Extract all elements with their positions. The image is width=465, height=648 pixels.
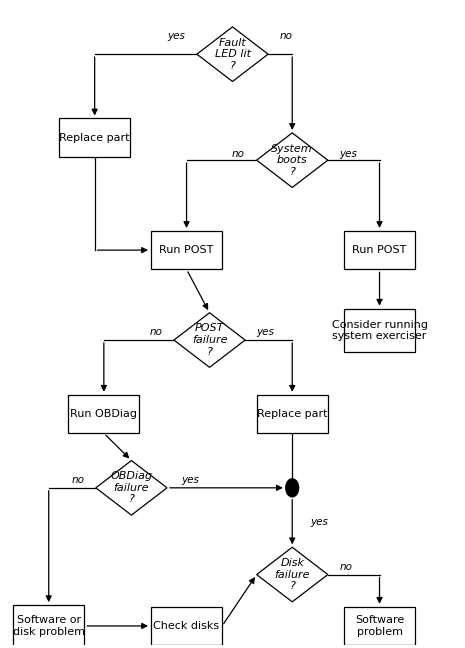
Text: Run POST: Run POST bbox=[159, 245, 214, 255]
Text: OBDiag
failure
?: OBDiag failure ? bbox=[110, 471, 153, 504]
Text: Run OBDiag: Run OBDiag bbox=[70, 409, 137, 419]
Text: Check disks: Check disks bbox=[153, 621, 219, 631]
Polygon shape bbox=[197, 27, 268, 82]
Text: Disk
failure
?: Disk failure ? bbox=[274, 558, 310, 591]
Text: yes: yes bbox=[257, 327, 274, 338]
FancyBboxPatch shape bbox=[13, 605, 84, 647]
Text: Replace part: Replace part bbox=[257, 409, 327, 419]
FancyBboxPatch shape bbox=[344, 308, 415, 353]
Text: no: no bbox=[339, 562, 352, 572]
Text: no: no bbox=[232, 149, 245, 159]
Polygon shape bbox=[174, 313, 245, 367]
Text: no: no bbox=[149, 327, 162, 338]
Text: yes: yes bbox=[181, 475, 199, 485]
Text: yes: yes bbox=[339, 149, 357, 159]
FancyBboxPatch shape bbox=[151, 231, 222, 270]
Text: no: no bbox=[71, 475, 84, 485]
FancyBboxPatch shape bbox=[344, 607, 415, 645]
Polygon shape bbox=[96, 461, 167, 515]
Text: yes: yes bbox=[167, 31, 186, 41]
Text: yes: yes bbox=[311, 517, 328, 527]
Text: Software or
disk problem: Software or disk problem bbox=[13, 615, 85, 637]
Circle shape bbox=[286, 479, 299, 497]
FancyBboxPatch shape bbox=[59, 119, 130, 157]
Text: Replace part: Replace part bbox=[60, 133, 130, 143]
FancyBboxPatch shape bbox=[68, 395, 140, 434]
FancyBboxPatch shape bbox=[344, 231, 415, 270]
Text: System
boots
?: System boots ? bbox=[272, 144, 313, 177]
FancyBboxPatch shape bbox=[151, 607, 222, 645]
Text: POST
failure
?: POST failure ? bbox=[192, 323, 227, 356]
Text: Run POST: Run POST bbox=[352, 245, 407, 255]
FancyBboxPatch shape bbox=[257, 395, 328, 434]
Text: Consider running
system exerciser: Consider running system exerciser bbox=[332, 319, 427, 341]
Polygon shape bbox=[257, 133, 328, 187]
Text: Fault
LED lit
?: Fault LED lit ? bbox=[214, 38, 251, 71]
Text: Software
problem: Software problem bbox=[355, 615, 404, 637]
Polygon shape bbox=[257, 548, 328, 602]
Text: no: no bbox=[279, 31, 292, 41]
